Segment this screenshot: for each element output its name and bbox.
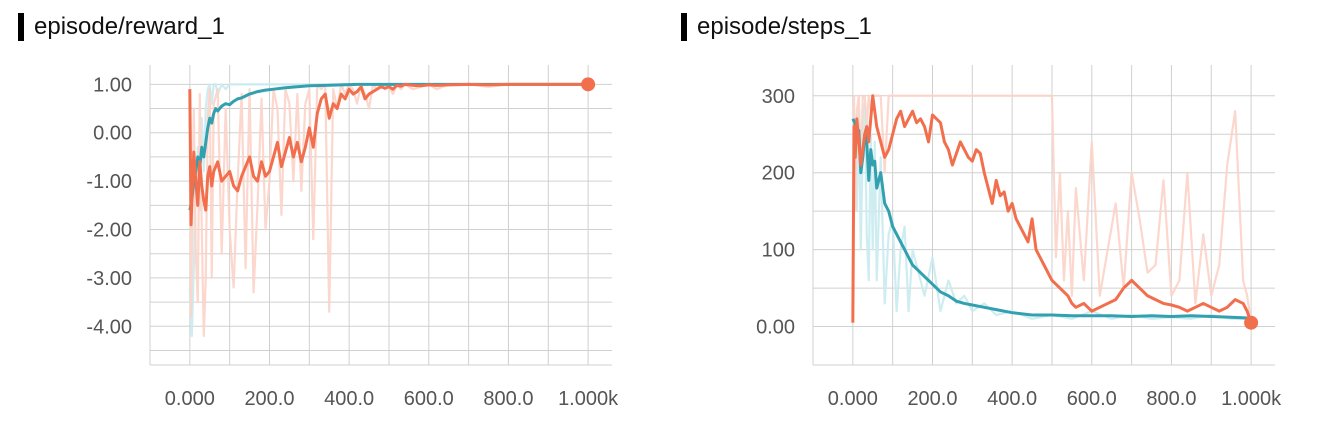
chart-card-reward: episode/reward_1 1.00 0.00 -1.00 -2.00 -3.00… (0, 0, 663, 426)
card-header: episode/reward_1 (18, 12, 225, 42)
x-tick-label: 600.0 (1067, 388, 1117, 410)
series-line (188, 82, 589, 227)
x-tick-label: 200.0 (244, 388, 294, 410)
x-tick-label: 1.000k (558, 388, 619, 410)
y-tick-label: 0.00 (756, 317, 795, 339)
y-tick-label: 300 (762, 86, 795, 108)
chart-title: episode/steps_1 (697, 13, 872, 40)
y-tick-label: -3.00 (86, 268, 132, 290)
y-tick-label: 200 (762, 163, 795, 185)
title-marker (18, 13, 24, 41)
reward-chart[interactable]: 1.00 0.00 -1.00 -2.00 -3.00 -4.00 0.000 200.0 40… (0, 0, 663, 426)
series-raw-line (851, 94, 1253, 323)
y-tick-label: -4.00 (86, 316, 132, 338)
steps-chart[interactable]: 300 200 100 0.00 0.000 200.0 400.0 600.0 800.0 1.… (663, 0, 1326, 426)
chart-title: episode/reward_1 (34, 13, 225, 40)
x-tick-label: 800.0 (483, 388, 533, 410)
x-tick-label: 400.0 (987, 388, 1037, 410)
series-line (188, 82, 589, 211)
card-header: episode/steps_1 (681, 12, 872, 42)
title-marker (681, 13, 687, 41)
y-tick-label: 100 (762, 240, 795, 262)
x-tick-label: 200.0 (907, 388, 957, 410)
x-tick-label: 400.0 (324, 388, 374, 410)
chart-card-steps: episode/steps_1 300 200 100 0.00 0.000 200.0 4… (663, 0, 1326, 426)
series-line (851, 94, 1253, 324)
y-tick-label: 1.00 (93, 74, 132, 96)
y-tick-label: -2.00 (86, 220, 132, 242)
x-tick-label: 800.0 (1146, 388, 1196, 410)
end-point-marker (1244, 315, 1259, 330)
x-tick-label: 1.000k (1221, 388, 1282, 410)
x-tick-label: 600.0 (404, 388, 454, 410)
y-tick-label: 0.00 (93, 123, 132, 145)
y-tick-label: -1.00 (86, 171, 132, 193)
x-tick-label: 0.000 (165, 388, 215, 410)
series-line (851, 118, 1252, 320)
end-point-marker (581, 77, 596, 92)
x-tick-label: 0.000 (828, 388, 878, 410)
